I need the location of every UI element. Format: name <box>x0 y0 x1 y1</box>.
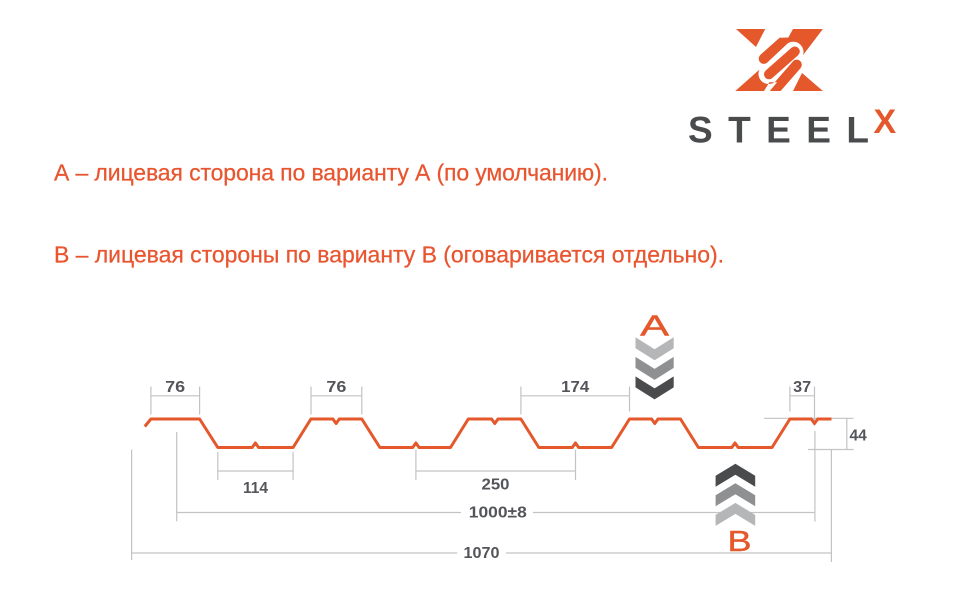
svg-text:В: В <box>728 526 752 558</box>
svg-text:250: 250 <box>482 477 510 494</box>
svg-text:114: 114 <box>243 480 268 497</box>
svg-text:1070: 1070 <box>464 545 500 562</box>
svg-text:А: А <box>640 310 670 342</box>
svg-text:76: 76 <box>326 379 346 396</box>
svg-text:76: 76 <box>165 379 185 396</box>
svg-text:37: 37 <box>793 379 811 396</box>
svg-text:А – лицевая сторона по вариант: А – лицевая сторона по варианту А (по ум… <box>54 160 608 186</box>
svg-text:174: 174 <box>561 379 589 396</box>
svg-text:X: X <box>874 103 897 141</box>
svg-text:1000±8: 1000±8 <box>469 505 527 522</box>
svg-text:В – лицевая стороны по вариант: В – лицевая стороны по варианту В (огова… <box>54 242 724 268</box>
svg-text:STEEL: STEEL <box>688 110 869 151</box>
svg-text:44: 44 <box>850 427 868 444</box>
